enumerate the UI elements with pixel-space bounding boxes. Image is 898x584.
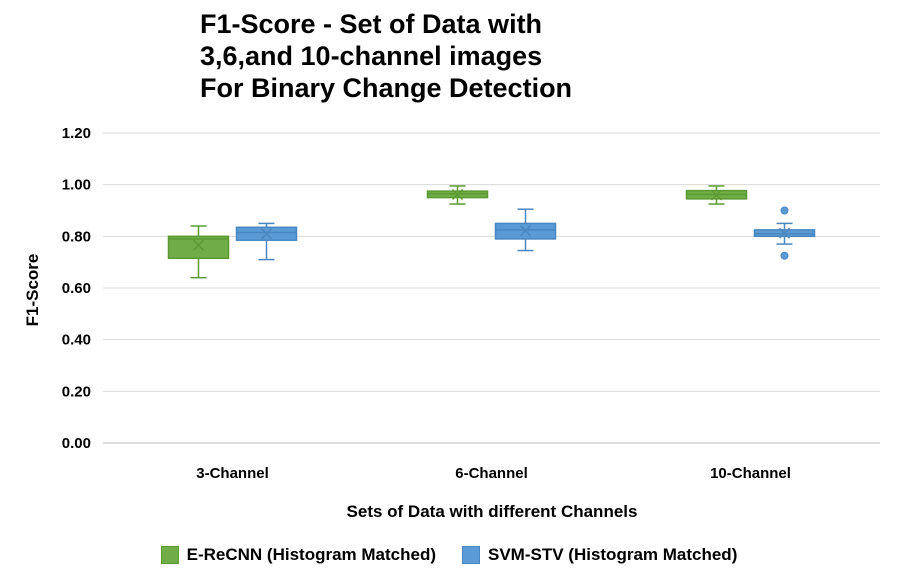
- chart-title-line-1: F1-Score - Set of Data with: [200, 9, 543, 39]
- legend: E-ReCNN (Histogram Matched) SVM-STV (His…: [0, 545, 898, 565]
- chart-title-line-3: For Binary Change Detection: [200, 73, 573, 103]
- x-category-label: 3-Channel: [196, 465, 269, 482]
- legend-label-erecnn: E-ReCNN (Histogram Matched): [186, 545, 436, 564]
- box-svmstv: [494, 208, 557, 252]
- legend-swatch-svmstv: [462, 546, 480, 564]
- mean-marker: [710, 189, 723, 201]
- y-tick-label: 1.00: [62, 177, 91, 194]
- y-axis-ticks: 0.00 0.20 0.40 0.60 0.80 1.00 1.20: [62, 125, 91, 452]
- x-axis-title: Sets of Data with different Channels: [347, 502, 638, 521]
- y-tick-label: 1.20: [62, 125, 91, 142]
- box-series: [167, 185, 816, 279]
- outlier-point: [780, 251, 789, 260]
- legend-item-erecnn: E-ReCNN (Histogram Matched): [160, 545, 436, 565]
- y-tick-label: 0.40: [62, 332, 91, 349]
- y-axis-title: F1-Score: [23, 254, 42, 327]
- legend-item-svmstv: SVM-STV (Histogram Matched): [462, 545, 737, 565]
- box-erecnn: [167, 225, 230, 279]
- mean-marker: [260, 228, 273, 240]
- iqr-box: [167, 235, 230, 260]
- mean-marker: [519, 225, 532, 237]
- legend-label-svmstv: SVM-STV (Histogram Matched): [488, 545, 738, 564]
- y-tick-label: 0.20: [62, 383, 91, 400]
- x-category-label: 6-Channel: [455, 465, 528, 482]
- box-erecnn: [685, 185, 748, 205]
- mean-marker: [778, 227, 791, 239]
- chart-title-line-2: 3,6,and 10-channel images: [200, 41, 543, 71]
- x-category-label: 10-Channel: [710, 465, 791, 482]
- chart-title: F1-Score - Set of Data with 3,6,and 10-c…: [200, 8, 698, 104]
- mean-marker: [451, 188, 464, 201]
- y-tick-label: 0.60: [62, 280, 91, 297]
- box-svmstv: [753, 206, 816, 260]
- y-tick-label: 0.00: [62, 435, 91, 452]
- outlier-point: [780, 206, 789, 215]
- legend-swatch-erecnn: [160, 546, 179, 564]
- y-tick-label: 0.80: [62, 228, 91, 245]
- box-svmstv: [235, 222, 298, 261]
- box-erecnn: [426, 185, 489, 205]
- mean-marker: [192, 239, 205, 251]
- gridlines: [103, 132, 880, 444]
- x-axis-categories: 3-Channel 6-Channel 10-Channel: [196, 465, 791, 482]
